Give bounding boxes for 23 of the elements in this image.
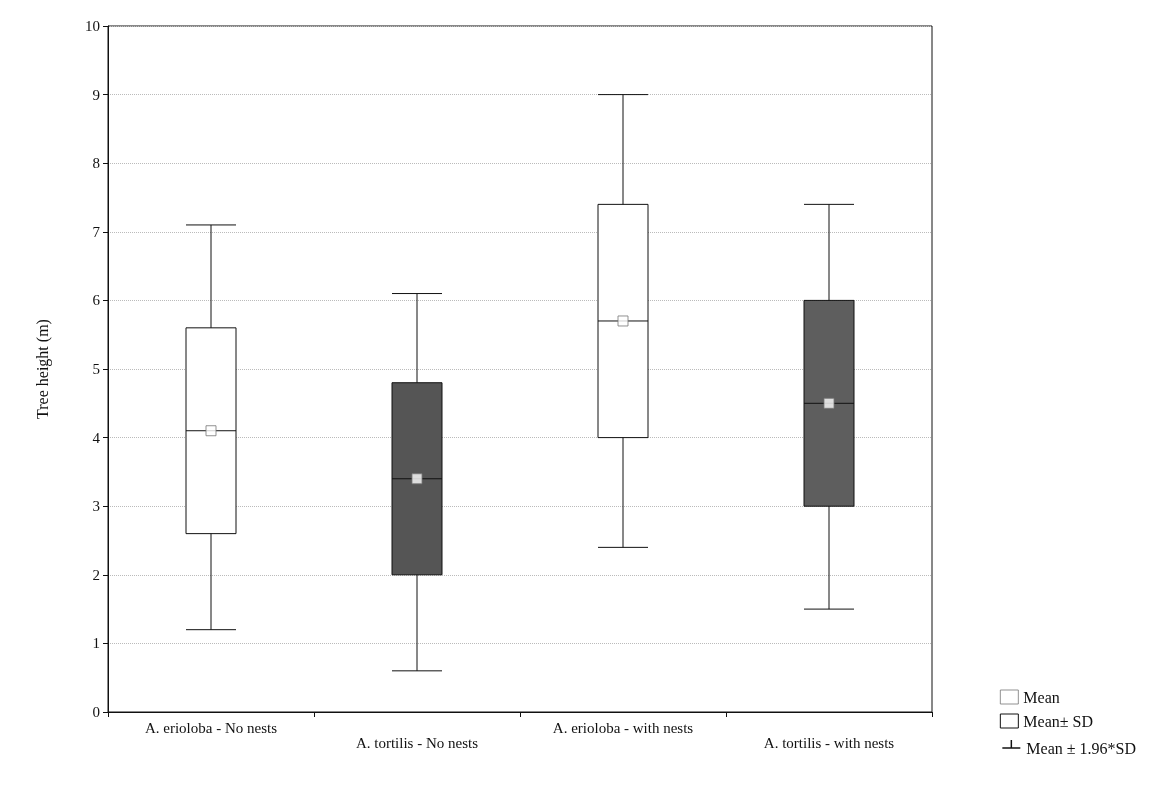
point [823, 397, 835, 409]
point [411, 473, 423, 485]
y-tick-label: 10 [85, 18, 100, 34]
y-tick-label: 5 [92, 361, 100, 377]
y-tick-label: 7 [92, 223, 101, 240]
text: Mean ± 1.96*SD [1026, 739, 1137, 757]
y-axis-title: Tree height (m) [33, 319, 52, 419]
y-tick-label: 4 [92, 429, 101, 446]
point [205, 425, 217, 437]
y-tick-label: 3 [92, 498, 100, 515]
y-tick-label: 1 [92, 635, 100, 652]
legend-label: Mean± SD [1023, 712, 1094, 730]
y-tick-label: 6 [92, 292, 101, 309]
x-tick-label: A. erioloba - No nests [144, 719, 278, 736]
legend-label: Mean [1023, 688, 1060, 706]
x-tick-label: A. tortilis - with nests [763, 734, 895, 751]
y-tick-label: 0 [92, 704, 100, 720]
point [617, 315, 629, 327]
x-tick-label: A. tortilis - No nests [355, 734, 479, 751]
y-tick-label: 9 [92, 86, 100, 103]
x-tick-label: A. erioloba - with nests [552, 719, 694, 736]
y-tick-label: 8 [92, 155, 100, 172]
y-tick-label: 2 [92, 566, 100, 583]
